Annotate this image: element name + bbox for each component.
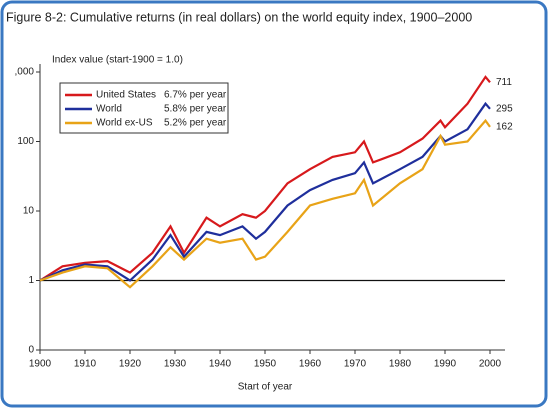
legend-label: United States [96,90,156,101]
y-tick-label: 10 [23,206,35,217]
end-label: 295 [496,103,513,114]
x-tick-label: 1980 [389,359,412,370]
x-tick-label: 1950 [254,359,277,370]
legend-rate: 5.2% per year [164,118,227,129]
x-tick-label: 1920 [119,359,142,370]
series-line [39,118,491,289]
x-tick-label: 1930 [164,359,187,370]
legend-label: World [96,104,122,115]
y-tick-label: 1 [28,275,34,286]
x-tick-label: 1960 [299,359,322,370]
legend-rate: 6.7% per year [164,90,227,101]
legend-rate: 5.8% per year [164,104,227,115]
legend-label: World ex-US [96,118,153,129]
end-label: 711 [496,77,512,88]
y-tick-label: 100 [17,136,34,147]
x-tick-label: 1910 [74,359,97,370]
y-axis-label: Index value (start-1900 = 1.0) [52,55,183,66]
chart-title: Figure 8-2: Cumulative returns (in real … [6,10,472,24]
x-tick-label: 1900 [29,359,52,370]
x-tick-label: 1940 [209,359,232,370]
x-tick-label: 1970 [344,359,367,370]
x-axis-label: Start of year [238,382,293,393]
end-label: 162 [496,122,513,133]
y-tick-label: 0 [28,345,34,356]
x-tick-label: 1990 [434,359,457,370]
y-tick-label: ,000 [15,67,35,78]
x-tick-label: 2000 [479,359,502,370]
series-line [39,75,491,282]
